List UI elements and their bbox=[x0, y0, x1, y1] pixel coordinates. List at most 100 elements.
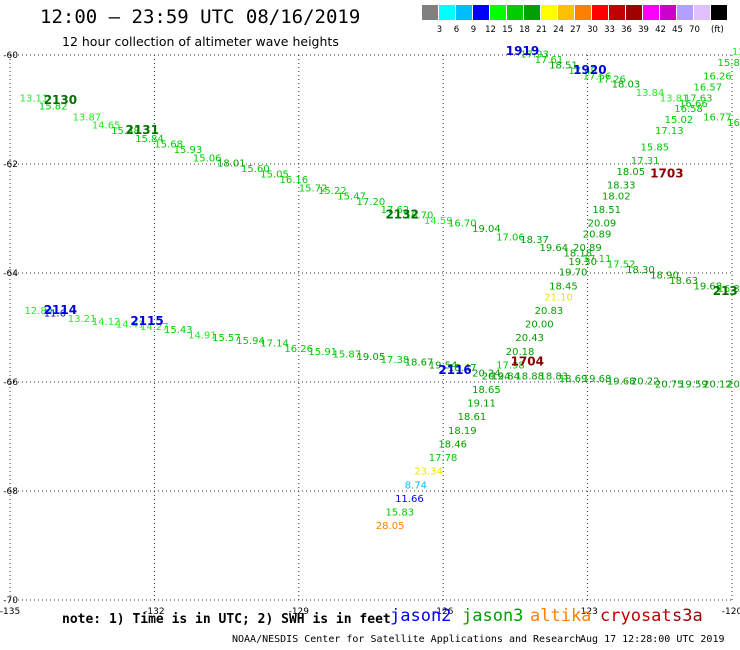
legend-label: 21 bbox=[536, 25, 547, 35]
swh-value: 18.69 bbox=[559, 374, 588, 385]
swh-value: 20.22 bbox=[631, 377, 660, 388]
legend-label: 36 bbox=[621, 25, 632, 35]
swh-value: 18.90 bbox=[650, 270, 679, 281]
swh-value: 16.35 bbox=[718, 284, 740, 295]
swh-value: 16.66 bbox=[679, 99, 708, 110]
swh-value: 17.63 bbox=[684, 93, 713, 104]
swh-value: 19.05 bbox=[357, 352, 386, 363]
pass-label: 1920 bbox=[573, 63, 606, 77]
pass-label: 1919 bbox=[506, 44, 539, 58]
lon-tick-label: -120 bbox=[722, 607, 740, 617]
swh-value: 20.09 bbox=[588, 219, 617, 230]
swh-value: 12.84 bbox=[24, 306, 53, 317]
lon-tick-label: -129 bbox=[289, 607, 310, 617]
swh-value: 18.37 bbox=[520, 235, 549, 246]
pass-label: 1704 bbox=[511, 355, 544, 369]
swh-value: 14.65 bbox=[92, 121, 121, 132]
swh-value: 18.30 bbox=[626, 265, 655, 276]
swh-value: 19.54 bbox=[429, 360, 458, 371]
swh-value: 11.6 bbox=[44, 309, 66, 320]
credit-text: NOAA/NESDIS Center for Satellite Applica… bbox=[232, 634, 582, 645]
pass-label: 2132 bbox=[385, 208, 418, 222]
swh-value: 18.65 bbox=[472, 385, 501, 396]
legend-swatch bbox=[541, 5, 557, 20]
swh-value: 17.52 bbox=[607, 260, 636, 271]
swh-value: 15.48 bbox=[111, 126, 140, 137]
legend-swatch bbox=[643, 5, 659, 20]
lon-tick-label: -123 bbox=[577, 607, 597, 617]
page-subtitle: 12 hour collection of altimeter wave hei… bbox=[62, 34, 339, 49]
swh-value: 20.18 bbox=[506, 347, 535, 358]
legend-label: 24 bbox=[553, 25, 564, 35]
units-note: note: 1) Time is in UTC; 2) SWH is in fe… bbox=[62, 612, 391, 627]
swh-value: 13.84 bbox=[636, 88, 665, 99]
legend-swatch bbox=[473, 5, 489, 20]
swh-value: 15.60 bbox=[241, 164, 270, 175]
legend-swatch bbox=[592, 5, 608, 20]
swh-value: 13.11 bbox=[20, 93, 49, 104]
swh-value: 19.70 bbox=[559, 268, 588, 279]
swh-value: 18.47 bbox=[448, 363, 477, 374]
satellite-name: jason2 bbox=[390, 606, 452, 626]
swh-value: 17.14 bbox=[260, 339, 289, 350]
legend-swatch bbox=[490, 5, 506, 20]
lat-tick-label: -68 bbox=[3, 487, 18, 497]
swh-value: 18.33 bbox=[607, 181, 636, 192]
swh-value: 15.83 bbox=[385, 508, 414, 519]
legend-label: 9 bbox=[470, 25, 477, 35]
swh-value: 13.21 bbox=[68, 314, 97, 325]
swh-value: 13.81 bbox=[660, 93, 689, 104]
swh-value: 20.12 bbox=[703, 379, 732, 390]
swh-value: 21.10 bbox=[544, 292, 573, 303]
swh-value: 15.87 bbox=[332, 349, 361, 360]
legend-swatch bbox=[456, 5, 472, 20]
lat-tick-label: -64 bbox=[3, 269, 18, 279]
swh-value: 17.78 bbox=[429, 453, 458, 464]
swh-value: 14.59 bbox=[424, 216, 453, 227]
legend-label: 6 bbox=[453, 25, 460, 35]
swh-value: 18.67 bbox=[405, 358, 434, 369]
lon-tick-label: -126 bbox=[433, 607, 454, 617]
lon-tick-label: -132 bbox=[144, 607, 164, 617]
swh-value: 17.93 bbox=[520, 50, 549, 61]
swh-value: 15.94 bbox=[236, 336, 265, 347]
swh-value: 18.01 bbox=[217, 159, 246, 170]
legend-swatch bbox=[626, 5, 642, 20]
swh-value: 15.83 bbox=[718, 58, 740, 69]
pass-label: 2131 bbox=[126, 123, 159, 137]
swh-value: 8.74 bbox=[405, 480, 427, 491]
legend-label: 45 bbox=[672, 25, 683, 35]
swh-value: 15.06 bbox=[193, 153, 222, 164]
swh-value: 18.46 bbox=[438, 439, 467, 450]
swh-value: 18.02 bbox=[602, 191, 631, 202]
swh-value: 17.13 bbox=[655, 126, 684, 137]
swh-value: 19.64 bbox=[539, 243, 568, 254]
swh-value: 17.62 bbox=[381, 205, 410, 216]
swh-value: 20.75 bbox=[727, 379, 740, 390]
satellite-name: cryosat bbox=[600, 606, 672, 626]
generated-timestamp: Aug 17 12:28:00 UTC 2019 bbox=[580, 634, 725, 645]
swh-value: 18.61 bbox=[458, 412, 487, 423]
legend-swatch bbox=[558, 5, 574, 20]
pass-label: 213 bbox=[713, 284, 738, 298]
swh-value: 16.70 bbox=[448, 219, 477, 230]
swh-value: 17.56 bbox=[583, 72, 612, 83]
legend-swatch bbox=[694, 5, 710, 20]
legend-swatch bbox=[609, 5, 625, 20]
swh-value: 19.68 bbox=[607, 377, 636, 388]
swh-value: 20.24 bbox=[482, 371, 511, 382]
swh-value: 15.05 bbox=[260, 170, 289, 181]
page-title: 12:00 – 23:59 UTC 08/16/2019 bbox=[40, 6, 361, 28]
legend-unit: (ft) bbox=[711, 25, 724, 35]
swh-value: 20.89 bbox=[573, 243, 602, 254]
swh-value: 16.16 bbox=[280, 175, 309, 186]
swh-value: 28.05 bbox=[376, 521, 405, 532]
swh-value: 15.84 bbox=[135, 134, 164, 145]
swh-value: 17.61 bbox=[535, 55, 564, 66]
swh-value: 18.03 bbox=[612, 80, 641, 91]
swh-value: 16.26 bbox=[284, 344, 313, 355]
swh-value: 19.30 bbox=[568, 257, 597, 268]
swh-value: 18.63 bbox=[669, 276, 698, 287]
